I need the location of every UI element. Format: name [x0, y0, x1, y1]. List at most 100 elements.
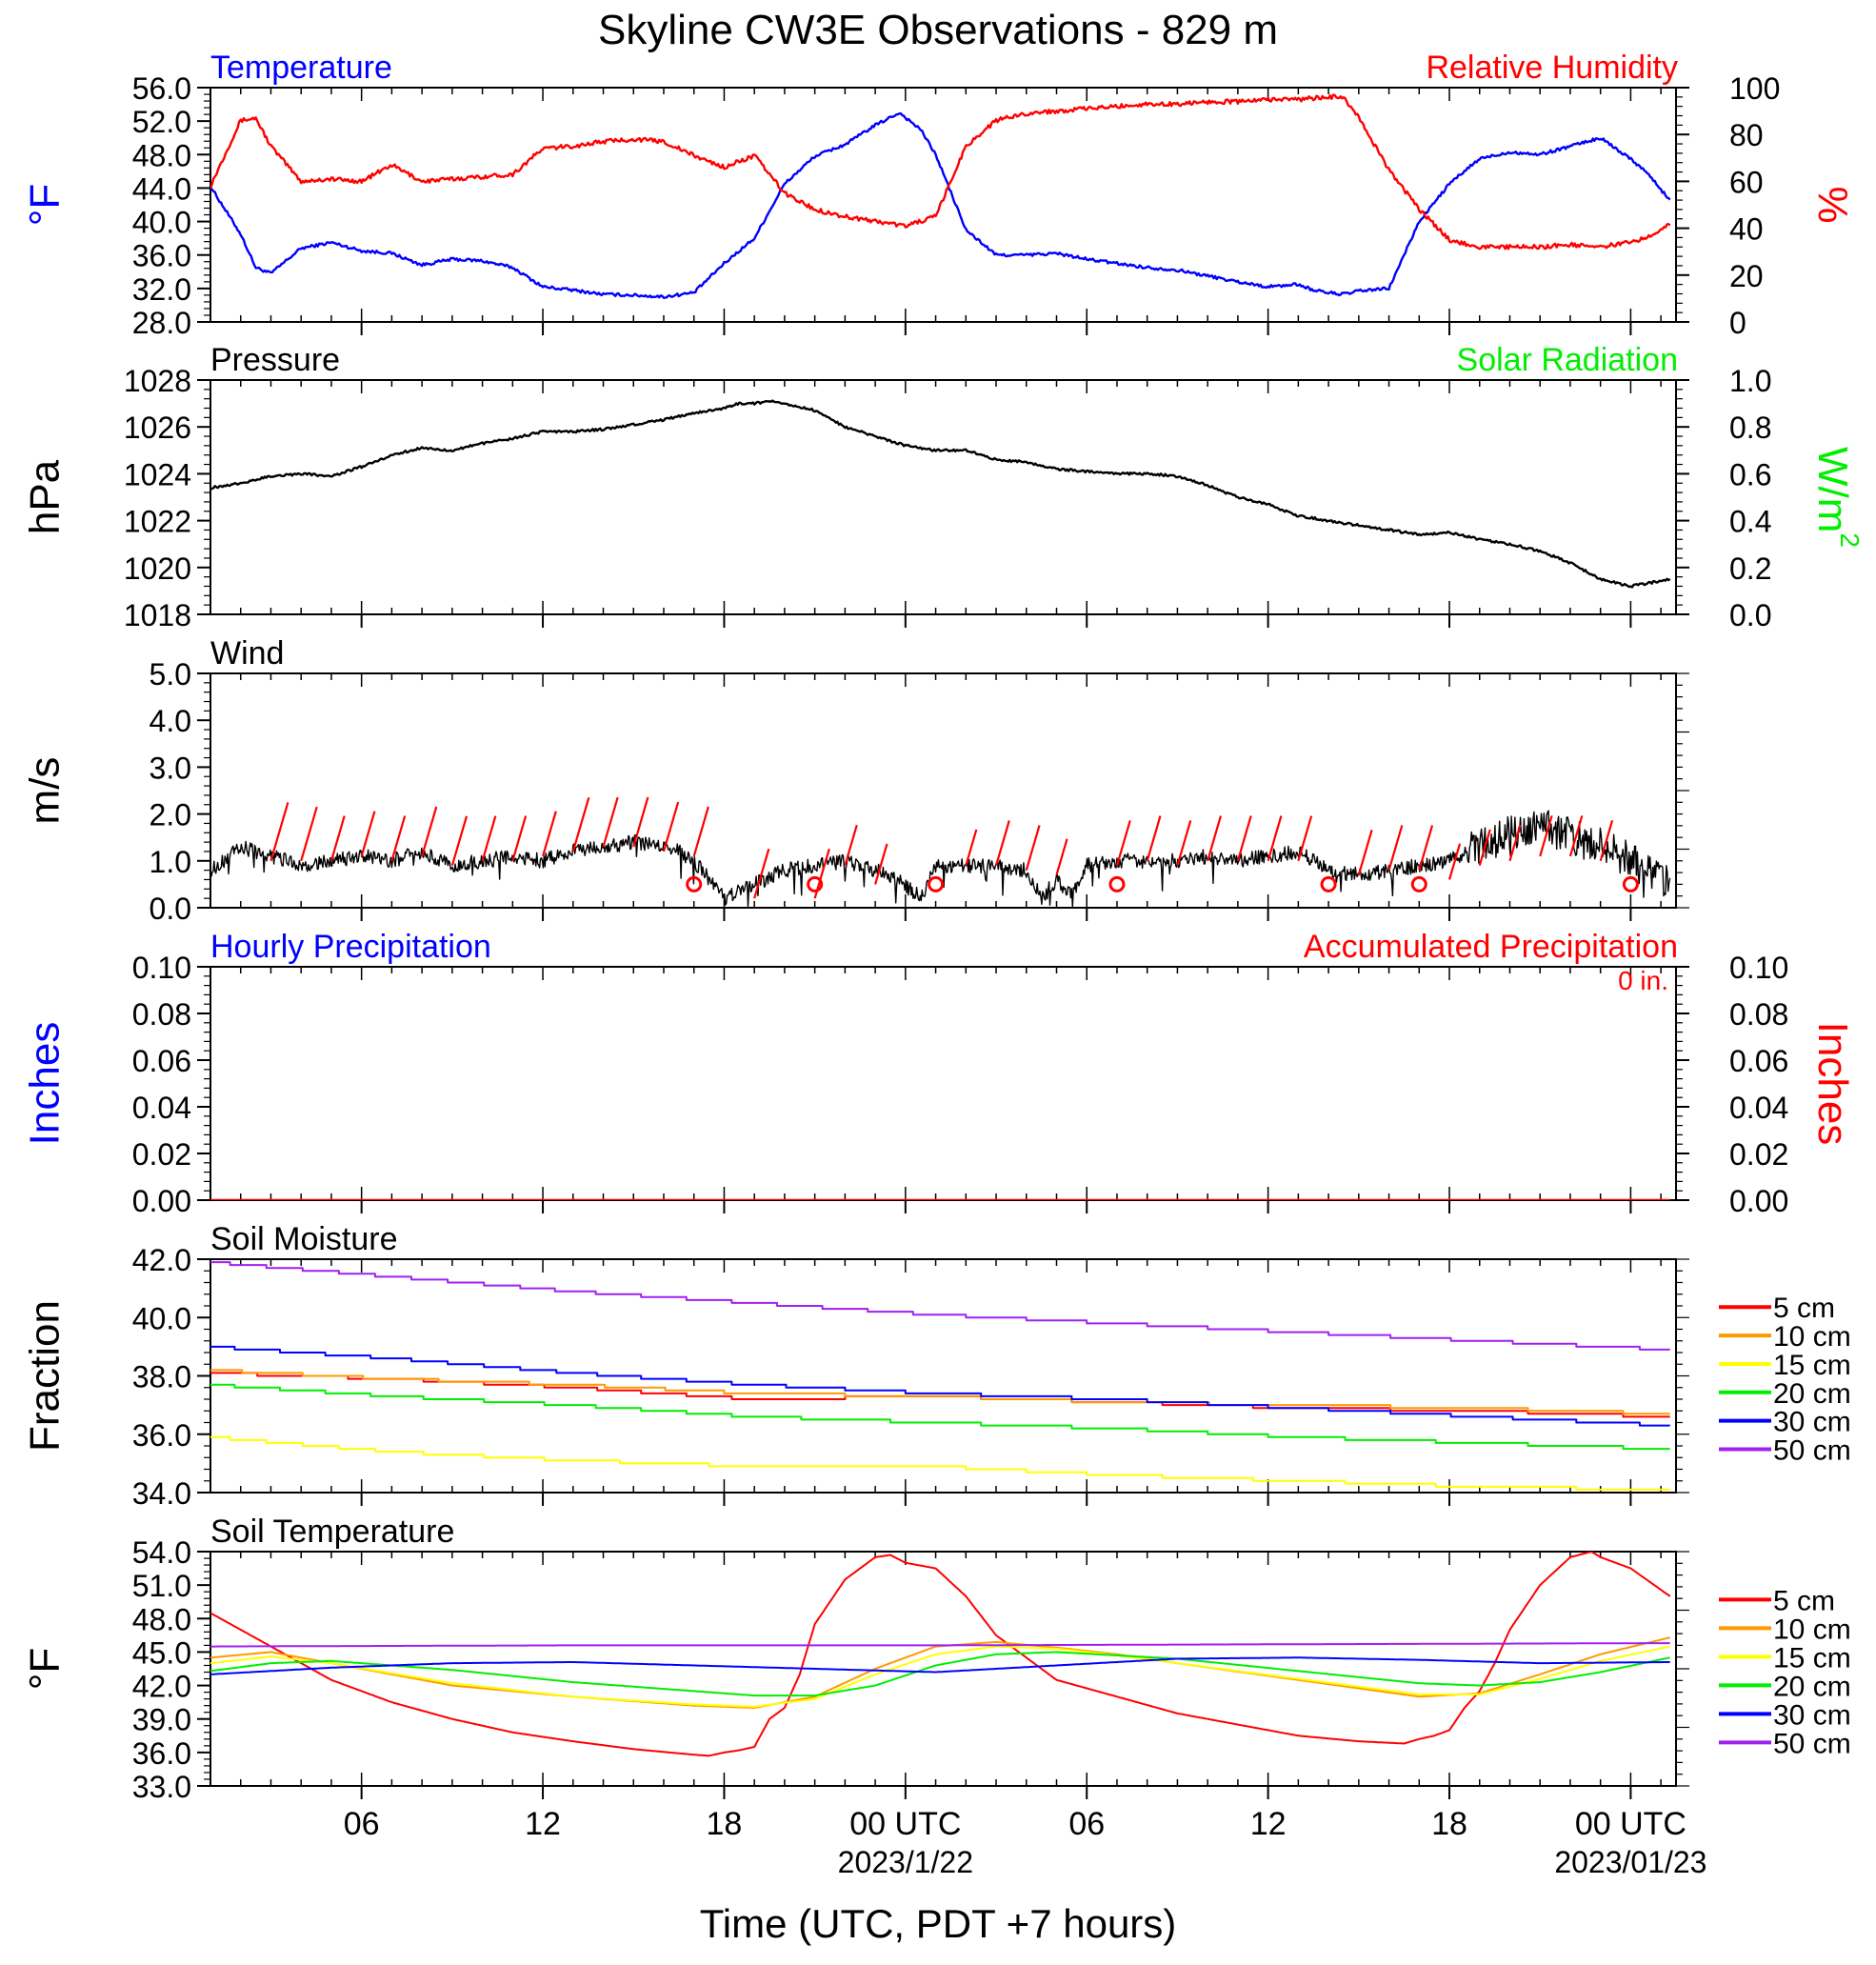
pressure_solar-y-label-right: W/m2	[1809, 447, 1864, 548]
wind-barb	[329, 815, 346, 862]
calm-wind-circle	[1108, 875, 1126, 892]
pressure_solar-y-right-tick-label: 1.0	[1729, 364, 1771, 398]
wind-barb	[1418, 825, 1434, 871]
x-tick-label: 06	[1068, 1806, 1105, 1842]
soil_moisture-series-line-3	[210, 1435, 1670, 1491]
wind-barb	[1447, 843, 1462, 880]
pressure_solar-y-tick-label: 1024	[124, 457, 191, 491]
temp_rh-series-line-1	[210, 111, 1671, 299]
wind-y-tick-label: 5.0	[150, 657, 191, 692]
precip-y-right-tick-label: 0.04	[1729, 1091, 1788, 1125]
soil_temperature-panel: 33.036.039.042.045.048.051.054.0 Soil Tem…	[22, 1514, 1851, 1804]
wind-barb	[269, 802, 289, 862]
pressure_solar-data	[210, 399, 1671, 589]
soil_temperature-left-title: Soil Temperature	[210, 1514, 454, 1550]
pressure_solar-series-line-1	[210, 399, 1671, 589]
wind-barb	[481, 815, 497, 862]
soil_temperature-series-line-4	[210, 1651, 1670, 1697]
precip-y-right-tick-label: 0.06	[1729, 1044, 1788, 1078]
temp_rh-y-right-tick-label: 60	[1729, 165, 1764, 199]
x-tick-label: 18	[707, 1806, 743, 1842]
wind-barb	[1357, 830, 1373, 875]
soil_temperature-series-line-6	[210, 1642, 1670, 1648]
soil_moisture-series-line-5	[210, 1345, 1670, 1427]
wind-panel: 0.0 1.0 2.0 3.0 4.0 5.0 Wind m/s	[22, 635, 1689, 926]
soil_moisture-legend-label: 5 cm	[1773, 1293, 1835, 1324]
pressure_solar-y-label-right-text: W/m	[1809, 447, 1856, 532]
x-tick-date-label: 2023/01/23	[1554, 1845, 1706, 1879]
pressure_solar-frame	[210, 379, 1677, 615]
precip-y-tick-label: 0.10	[132, 951, 191, 985]
wind-y-label-left: m/s	[22, 757, 69, 825]
x-tick-label: 12	[525, 1806, 561, 1842]
precip-y-label-right: Inches	[1809, 1022, 1856, 1146]
wind-y-tick-label: 3.0	[150, 751, 191, 785]
soil_moisture-legend-label: 20 cm	[1773, 1378, 1851, 1410]
wind-barb	[360, 811, 376, 857]
soil_temperature-legend-label: 15 cm	[1773, 1642, 1851, 1674]
temp_rh-y-right-tick-label: 0	[1729, 306, 1746, 340]
precip-y-right-tick-label: 0.02	[1729, 1137, 1788, 1172]
wind-barb	[1599, 819, 1614, 862]
soil_moisture-series-line-2	[210, 1369, 1670, 1415]
pressure_solar-y-label-left: hPa	[22, 459, 69, 534]
precip-y-tick-label: 0.04	[132, 1091, 191, 1125]
soil_moisture-y-tick-label: 38.0	[132, 1360, 191, 1394]
wind-barb	[1236, 815, 1252, 862]
wind-series-line-1	[210, 810, 1671, 908]
wind-barb	[1055, 838, 1068, 875]
temp_rh-y-right-tick-label: 80	[1729, 118, 1764, 152]
soil_temperature-y-tick-label: 54.0	[132, 1535, 191, 1570]
soil_temperature-y-tick-label: 48.0	[132, 1602, 191, 1636]
soil_moisture-series-line-6	[210, 1261, 1670, 1351]
wind-barb	[1115, 820, 1131, 867]
temp_rh-y-right-tick-label: 40	[1729, 212, 1764, 247]
precip-y-label-left: Inches	[22, 1022, 69, 1146]
wind-barb	[1267, 815, 1283, 862]
precip-y-tick-label: 0.06	[132, 1044, 191, 1078]
wind-barb	[450, 815, 469, 867]
pressure_solar-y-right-tick-label: 0.8	[1729, 411, 1771, 445]
wind-barb	[692, 806, 709, 857]
temp_rh-y-tick-label: 28.0	[132, 306, 191, 340]
temp_rh-y-label-right-text: %	[1809, 186, 1856, 223]
pressure_solar-y-right-tick-label: 0.2	[1729, 551, 1771, 586]
pressure_solar-panel: 1018 1020 1022 1024 1026 1028 0.0 0.2 0.4 0.6 0.8 1…	[22, 342, 1865, 632]
precip-y-right-tick-label: 0.08	[1729, 997, 1788, 1032]
temp_rh-y-right-tick-label: 20	[1729, 259, 1764, 293]
temp_rh-y-right-tick-label: 100	[1729, 71, 1780, 106]
x-axis-label: Time (UTC, PDT +7 hours)	[700, 1901, 1177, 1946]
x-tick-label: 18	[1431, 1806, 1467, 1842]
pressure_solar-y-tick-label: 1018	[124, 598, 191, 632]
temp_rh-y-tick-label: 52.0	[132, 105, 191, 139]
x-tick-label: 12	[1250, 1806, 1287, 1842]
wind-barb	[300, 806, 318, 862]
soil_moisture-data	[210, 1261, 1670, 1491]
temp_rh-y-tick-label: 36.0	[132, 239, 191, 273]
wind-barb	[1176, 820, 1192, 867]
wind-y-tick-label: 4.0	[150, 704, 191, 738]
soil_moisture-y-tick-label: 34.0	[132, 1476, 191, 1511]
precip-y-tick-label: 0.02	[132, 1137, 191, 1172]
wind-y-tick-label: 0.0	[150, 892, 191, 926]
temp_rh-y-label-left: °F	[22, 184, 69, 226]
wind-barb	[390, 815, 407, 862]
wind-barb	[571, 796, 590, 852]
wind-barb	[1025, 825, 1041, 871]
soil_moisture-left-title: Soil Moisture	[210, 1221, 398, 1257]
temp_rh-y-tick-label: 48.0	[132, 138, 191, 172]
soil_moisture-series-line-4	[210, 1383, 1670, 1451]
calm-wind-circle	[686, 875, 703, 892]
wind-barb	[994, 820, 1010, 867]
wind-barb	[1539, 815, 1553, 857]
x-tick-date-label: 2023/1/22	[838, 1845, 973, 1879]
wind-barb	[753, 848, 770, 899]
precip-y-label-right-text: Inches	[1809, 1022, 1856, 1146]
precip-annotation: 0 in.	[1618, 966, 1668, 995]
wind-y-tick-label: 2.0	[150, 798, 191, 832]
temp_rh-y-label-right: %	[1809, 186, 1856, 223]
wind-left-title: Wind	[210, 635, 284, 672]
x-tick-label: 00 UTC	[849, 1806, 961, 1842]
soil_moisture-legend-label: 50 cm	[1773, 1435, 1851, 1467]
